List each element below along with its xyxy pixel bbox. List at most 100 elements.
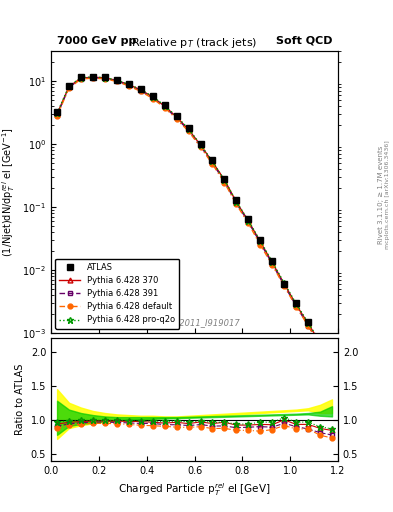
Pythia 6.428 370 — [198, 142, 203, 148]
Pythia 6.428 391 — [246, 219, 251, 225]
Pythia 6.428 pro-q2o — [162, 102, 167, 109]
Pythia 6.428 391 — [270, 261, 275, 267]
Pythia 6.428 370 — [318, 339, 322, 346]
Pythia 6.428 default — [294, 304, 299, 310]
Pythia 6.428 370 — [270, 260, 275, 266]
Pythia 6.428 391 — [306, 323, 310, 329]
Pythia 6.428 pro-q2o — [246, 218, 251, 224]
Line: Pythia 6.428 391: Pythia 6.428 391 — [55, 75, 334, 364]
Pythia 6.428 default — [330, 360, 334, 366]
Pythia 6.428 default — [127, 83, 131, 89]
Pythia 6.428 370 — [127, 81, 131, 88]
Pythia 6.428 391 — [138, 88, 143, 94]
Text: mcplots.cern.ch [arXiv:1306.3436]: mcplots.cern.ch [arXiv:1306.3436] — [385, 140, 389, 249]
Pythia 6.428 pro-q2o — [330, 355, 334, 361]
Pythia 6.428 391 — [79, 76, 83, 82]
Pythia 6.428 default — [198, 144, 203, 150]
Pythia 6.428 pro-q2o — [174, 113, 179, 119]
Pythia 6.428 370 — [294, 302, 299, 308]
Pythia 6.428 391 — [90, 75, 95, 81]
Pythia 6.428 370 — [222, 177, 227, 183]
Title: Relative p$_T$ (track jets): Relative p$_T$ (track jets) — [131, 36, 258, 50]
Pythia 6.428 default — [162, 104, 167, 111]
Pythia 6.428 pro-q2o — [318, 339, 322, 345]
Pythia 6.428 370 — [67, 83, 72, 90]
Pythia 6.428 391 — [234, 200, 239, 206]
Pythia 6.428 default — [151, 95, 155, 101]
Pythia 6.428 370 — [210, 159, 215, 165]
Pythia 6.428 391 — [55, 112, 59, 118]
Pythia 6.428 370 — [330, 356, 334, 362]
Pythia 6.428 pro-q2o — [198, 142, 203, 148]
Pythia 6.428 default — [306, 323, 310, 329]
Pythia 6.428 default — [234, 201, 239, 207]
Pythia 6.428 391 — [114, 78, 119, 84]
Pythia 6.428 default — [246, 220, 251, 226]
Pythia 6.428 370 — [55, 111, 59, 117]
Pythia 6.428 pro-q2o — [67, 83, 72, 89]
Pythia 6.428 370 — [114, 77, 119, 83]
Text: ATLAS_2011_I919017: ATLAS_2011_I919017 — [149, 318, 240, 327]
Pythia 6.428 default — [210, 161, 215, 167]
Pythia 6.428 391 — [162, 104, 167, 110]
Pythia 6.428 default — [67, 85, 72, 91]
Pythia 6.428 default — [318, 343, 322, 349]
Pythia 6.428 pro-q2o — [294, 301, 299, 307]
Pythia 6.428 391 — [67, 84, 72, 91]
Line: Pythia 6.428 370: Pythia 6.428 370 — [55, 75, 334, 361]
Pythia 6.428 pro-q2o — [282, 280, 286, 286]
Pythia 6.428 default — [79, 76, 83, 82]
Y-axis label: (1/Njet)dN/dp$^{rel}_{T}$ el [GeV$^{-1}$]: (1/Njet)dN/dp$^{rel}_{T}$ el [GeV$^{-1}$… — [0, 127, 17, 257]
Pythia 6.428 pro-q2o — [138, 87, 143, 93]
Pythia 6.428 391 — [210, 160, 215, 166]
Pythia 6.428 default — [270, 262, 275, 268]
Pythia 6.428 pro-q2o — [234, 199, 239, 205]
Pythia 6.428 370 — [79, 75, 83, 81]
Line: Pythia 6.428 default: Pythia 6.428 default — [55, 76, 334, 366]
Pythia 6.428 pro-q2o — [210, 158, 215, 164]
Pythia 6.428 391 — [282, 282, 286, 288]
Pythia 6.428 370 — [138, 87, 143, 93]
Pythia 6.428 pro-q2o — [151, 94, 155, 100]
Pythia 6.428 pro-q2o — [222, 177, 227, 183]
Pythia 6.428 pro-q2o — [306, 319, 310, 326]
Pythia 6.428 pro-q2o — [114, 77, 119, 83]
Text: Soft QCD: Soft QCD — [276, 35, 332, 46]
Pythia 6.428 default — [282, 283, 286, 289]
Pythia 6.428 391 — [174, 115, 179, 121]
Pythia 6.428 default — [138, 88, 143, 94]
Pythia 6.428 391 — [127, 82, 131, 89]
Pythia 6.428 391 — [103, 75, 107, 81]
Pythia 6.428 default — [222, 179, 227, 185]
Pythia 6.428 pro-q2o — [79, 75, 83, 81]
Pythia 6.428 370 — [186, 126, 191, 133]
Text: Rivet 3.1.10; ≥ 1.7M events: Rivet 3.1.10; ≥ 1.7M events — [378, 145, 384, 244]
Pythia 6.428 default — [90, 75, 95, 81]
Pythia 6.428 370 — [103, 75, 107, 81]
Y-axis label: Ratio to ATLAS: Ratio to ATLAS — [15, 364, 25, 435]
Pythia 6.428 default — [258, 242, 263, 248]
Pythia 6.428 370 — [306, 321, 310, 327]
Pythia 6.428 default — [55, 113, 59, 119]
Pythia 6.428 370 — [90, 74, 95, 80]
Pythia 6.428 pro-q2o — [127, 81, 131, 88]
X-axis label: Charged Particle p$^{rel}_{T}$ el [GeV]: Charged Particle p$^{rel}_{T}$ el [GeV] — [118, 481, 271, 498]
Pythia 6.428 default — [174, 116, 179, 122]
Pythia 6.428 pro-q2o — [55, 110, 59, 116]
Pythia 6.428 370 — [151, 94, 155, 100]
Pythia 6.428 pro-q2o — [186, 126, 191, 132]
Pythia 6.428 391 — [318, 342, 322, 348]
Pythia 6.428 391 — [330, 358, 334, 365]
Pythia 6.428 391 — [294, 303, 299, 309]
Pythia 6.428 370 — [162, 103, 167, 109]
Line: Pythia 6.428 pro-q2o: Pythia 6.428 pro-q2o — [54, 74, 335, 361]
Pythia 6.428 391 — [186, 127, 191, 134]
Pythia 6.428 default — [103, 76, 107, 82]
Pythia 6.428 pro-q2o — [270, 259, 275, 265]
Legend: ATLAS, Pythia 6.428 370, Pythia 6.428 391, Pythia 6.428 default, Pythia 6.428 pr: ATLAS, Pythia 6.428 370, Pythia 6.428 39… — [55, 259, 179, 329]
Pythia 6.428 pro-q2o — [258, 238, 263, 244]
Pythia 6.428 default — [186, 128, 191, 134]
Pythia 6.428 370 — [174, 114, 179, 120]
Text: 7000 GeV pp: 7000 GeV pp — [57, 35, 136, 46]
Pythia 6.428 391 — [258, 240, 263, 246]
